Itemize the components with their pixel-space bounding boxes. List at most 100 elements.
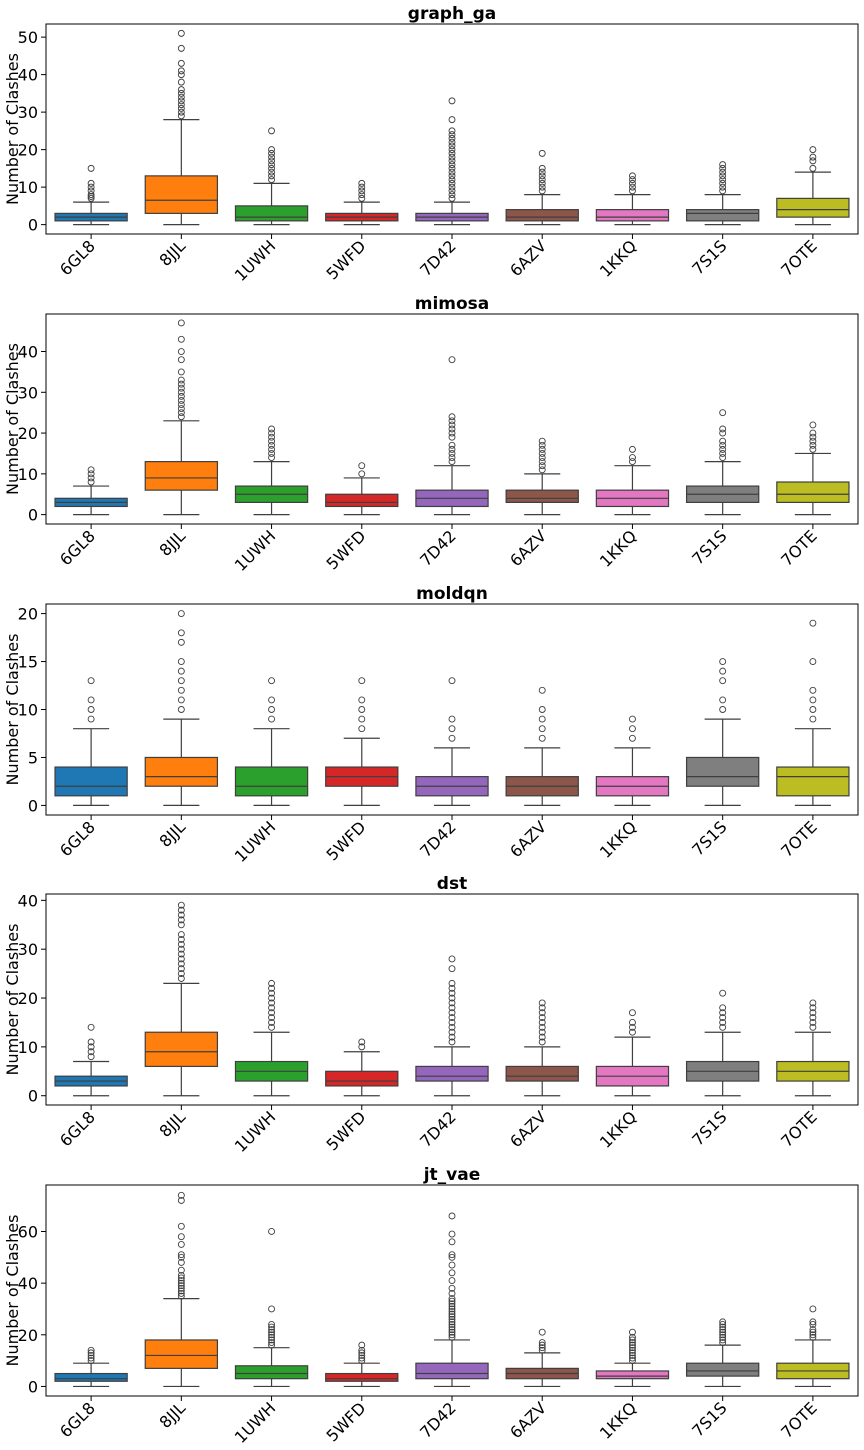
- y-tick-label: 30: [18, 940, 38, 959]
- outlier-point: [538, 1023, 546, 1031]
- outlier-point: [177, 44, 185, 52]
- outlier-point: [177, 610, 185, 618]
- outlier-point: [809, 1014, 817, 1022]
- outlier-point: [628, 1009, 636, 1017]
- box-6GL8: [54, 164, 128, 226]
- outlier-point: [809, 715, 817, 723]
- outlier-point: [177, 101, 185, 109]
- outlier-point: [538, 149, 546, 157]
- y-tick-label: 20: [18, 1326, 38, 1345]
- x-tick-label: 7OTE: [777, 817, 821, 861]
- x-tick-label: 7S1S: [688, 236, 730, 278]
- outlier-point: [448, 172, 456, 180]
- x-tick-label: 7OTE: [777, 1107, 821, 1151]
- y-tick-label: 40: [18, 343, 38, 362]
- outlier-point: [719, 1321, 727, 1328]
- chart-title: dst: [437, 874, 467, 894]
- outlier-point: [628, 1028, 636, 1036]
- outlier-point: [177, 921, 185, 929]
- outlier-point: [177, 1259, 185, 1266]
- outlier-point: [448, 191, 456, 199]
- outlier-point: [358, 194, 366, 202]
- outlier-point: [448, 955, 456, 963]
- outlier-point: [448, 134, 456, 142]
- x-tick-label: 7S1S: [688, 817, 730, 859]
- outlier-point: [719, 425, 727, 433]
- outlier-point: [448, 1253, 456, 1261]
- outlier-point: [268, 441, 276, 449]
- outlier-point: [809, 445, 817, 453]
- x-tick-label: 7OTE: [777, 1398, 821, 1442]
- outlier-point: [177, 1266, 185, 1274]
- outlier-point: [87, 194, 95, 202]
- iqr-box: [415, 1362, 489, 1380]
- outlier-point: [719, 437, 727, 445]
- y-tick-label: 0: [28, 1087, 38, 1106]
- outlier-point: [809, 1333, 817, 1341]
- outlier-point: [87, 1352, 95, 1359]
- box-8JJL: [144, 29, 219, 226]
- x-tick-label: 7D42: [416, 236, 460, 280]
- y-tick-label: 5: [28, 748, 38, 767]
- outlier-point: [448, 1251, 456, 1259]
- x-tick-label: 7D42: [416, 1107, 460, 1151]
- y-tick-label: 30: [18, 383, 38, 402]
- outlier-point: [177, 1197, 185, 1204]
- outlier-point: [448, 1318, 456, 1326]
- outlier-point: [538, 1033, 546, 1041]
- x-tick-label: 5WFD: [323, 817, 370, 864]
- outlier-point: [177, 1253, 185, 1261]
- outlier-point: [358, 677, 366, 685]
- outlier-point: [177, 384, 185, 392]
- x-tick-label: 6AZV: [506, 1398, 550, 1442]
- outlier-point: [809, 1321, 817, 1328]
- box-1UWH: [234, 677, 309, 807]
- outlier-point: [268, 1341, 276, 1349]
- outlier-point: [268, 172, 276, 180]
- outlier-point: [268, 1321, 276, 1328]
- x-tick-label: 6AZV: [506, 1107, 550, 1151]
- y-tick-label: 20: [18, 989, 38, 1008]
- x-tick-label: 7D42: [416, 526, 460, 570]
- outlier-point: [719, 1323, 727, 1331]
- box-7S1S: [685, 409, 760, 516]
- outlier-point: [448, 421, 456, 429]
- outlier-point: [719, 1014, 727, 1022]
- outlier-point: [538, 706, 546, 713]
- chart-panel-graph-ga: graph_ga Number of Clashes 0 10 20 30 40 50 6GL8…: [3, 4, 859, 285]
- outlier-point: [809, 146, 817, 154]
- box-7OTE: [776, 999, 850, 1097]
- outlier-point: [448, 153, 456, 161]
- outlier-point: [268, 1328, 276, 1336]
- iqr-box: [415, 1065, 489, 1082]
- x-tick-label: 1KKQ: [596, 1398, 640, 1442]
- outlier-point: [177, 1240, 185, 1248]
- outlier-point: [177, 945, 185, 953]
- outlier-point: [628, 454, 636, 461]
- x-tick-label: 7S1S: [688, 526, 730, 568]
- outlier-point: [87, 474, 95, 482]
- outlier-point: [719, 1004, 727, 1012]
- outlier-point: [448, 1261, 456, 1269]
- outlier-point: [628, 183, 636, 191]
- outlier-point: [268, 1333, 276, 1341]
- box-1KKQ: [595, 172, 670, 226]
- box-6AZV: [505, 1328, 579, 1388]
- outlier-point: [628, 1352, 636, 1359]
- outlier-point: [177, 319, 185, 327]
- outlier-point: [358, 1346, 366, 1354]
- iqr-box: [325, 1372, 399, 1382]
- outlier-point: [809, 658, 817, 665]
- outlier-point: [538, 1339, 546, 1346]
- outlier-point: [809, 437, 817, 445]
- box-6AZV: [505, 999, 579, 1097]
- box-5WFD: [325, 1038, 399, 1097]
- iqr-box: [325, 493, 399, 508]
- outlier-point: [177, 1277, 185, 1285]
- outlier-point: [448, 429, 456, 437]
- box-7S1S: [685, 658, 760, 807]
- outlier-point: [177, 950, 185, 958]
- outlier-point: [719, 454, 727, 461]
- outlier-point: [177, 696, 185, 704]
- outlier-point: [87, 706, 95, 713]
